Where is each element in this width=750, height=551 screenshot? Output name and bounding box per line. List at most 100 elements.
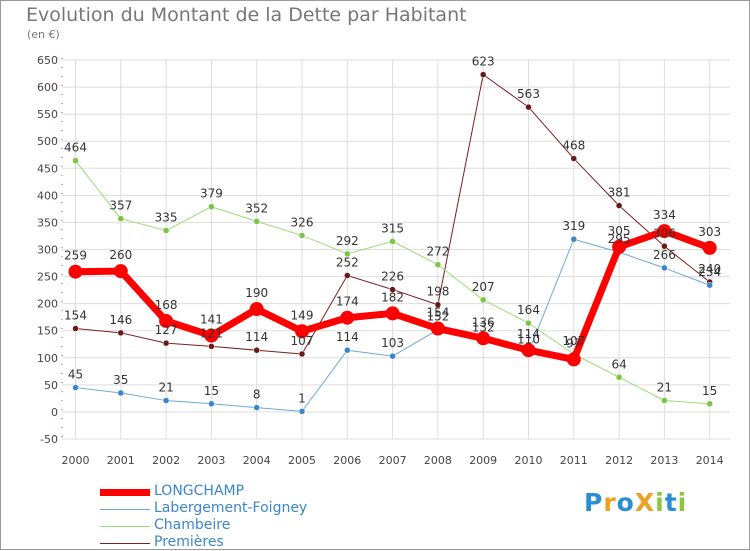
x-tick-label: 2010: [515, 454, 543, 467]
legend-item: Labergement-Foigney: [100, 500, 360, 517]
y-tick-label: -50: [40, 433, 58, 446]
data-point-premi-res: [344, 272, 351, 279]
data-label-chambeire: 315: [381, 221, 404, 235]
data-point-premi-res: [570, 155, 578, 162]
data-label-premi-res: 114: [245, 330, 268, 344]
data-point-premi-res: [162, 339, 170, 347]
data-point-labergement-foigney: [661, 264, 668, 272]
data-label-premi-res: 468: [562, 139, 585, 153]
chart-title: Evolution du Montant de la Dette par Hab…: [26, 4, 467, 26]
data-point-longchamp: [702, 240, 717, 255]
data-label-labergement-foigney: 295: [608, 232, 631, 246]
data-point-longchamp: [657, 224, 672, 239]
data-point-chambeire: [162, 227, 170, 234]
x-tick-label: 2003: [197, 454, 225, 467]
data-label-labergement-foigney: 132: [472, 320, 495, 334]
data-point-labergement-foigney: [253, 404, 260, 411]
data-label-premi-res: 623: [472, 55, 495, 69]
data-point-chambeire: [434, 261, 442, 268]
data-label-chambeire: 357: [109, 199, 132, 213]
data-label-chambeire: 335: [155, 211, 178, 225]
chart-unit-label: (en €): [27, 28, 60, 41]
data-label-longchamp: 305: [608, 224, 631, 238]
y-tick-label: 400: [37, 189, 58, 202]
data-point-premi-res: [208, 343, 215, 350]
data-label-longchamp: 190: [245, 286, 268, 300]
y-tick-label: 0: [51, 406, 58, 419]
data-point-chambeire: [661, 397, 668, 404]
data-point-labergement-foigney: [117, 389, 125, 397]
x-tick-label: 2005: [288, 454, 316, 467]
y-tick-label: 250: [37, 271, 58, 284]
data-point-longchamp: [385, 306, 400, 321]
legend-swatch: [100, 508, 150, 510]
data-label-premi-res: 563: [517, 87, 540, 101]
data-point-labergement-foigney: [389, 352, 396, 360]
data-point-labergement-foigney: [72, 384, 79, 391]
data-point-premi-res: [117, 329, 125, 337]
data-point-longchamp: [340, 310, 355, 325]
data-label-chambeire: 464: [64, 141, 87, 155]
data-point-labergement-foigney: [298, 408, 306, 415]
data-label-labergement-foigney: 8: [253, 388, 261, 402]
x-tick-label: 2001: [107, 454, 135, 467]
data-label-labergement-foigney: 110: [517, 332, 540, 346]
x-tick-label: 2006: [333, 454, 361, 467]
data-point-premi-res: [525, 103, 532, 111]
data-label-labergement-foigney: 103: [381, 336, 404, 350]
legend-label: Chambeire: [154, 517, 231, 533]
logo-letter: X: [634, 488, 656, 517]
data-point-labergement-foigney: [570, 235, 578, 243]
data-point-longchamp: [566, 352, 581, 367]
data-point-longchamp: [249, 302, 264, 317]
legend-item: Chambeire: [100, 517, 360, 534]
y-tick-label: 550: [37, 108, 58, 121]
data-label-longchamp: 260: [109, 248, 132, 262]
y-tick-label: 50: [44, 379, 58, 392]
data-point-premi-res: [389, 286, 396, 293]
data-label-longchamp: 149: [291, 308, 314, 322]
x-tick-label: 2014: [696, 454, 724, 467]
data-label-labergement-foigney: 21: [158, 381, 173, 395]
data-point-chambeire: [253, 218, 260, 225]
y-tick-label: 100: [37, 352, 58, 365]
y-tick-label: 300: [37, 244, 58, 257]
logo-letter: i: [655, 488, 665, 517]
data-point-longchamp: [204, 328, 219, 343]
legend-label: Premières: [154, 534, 224, 550]
x-tick-label: 2008: [424, 454, 452, 467]
x-tick-label: 2004: [243, 454, 271, 467]
data-label-chambeire: 326: [291, 215, 314, 229]
x-tick-label: 2011: [560, 454, 588, 467]
data-point-longchamp: [476, 331, 491, 346]
data-label-labergement-foigney: 35: [113, 373, 128, 387]
data-label-premi-res: 226: [381, 270, 404, 284]
data-label-chambeire: 21: [657, 381, 672, 395]
data-point-premi-res: [479, 71, 487, 78]
data-label-labergement-foigney: 114: [336, 330, 359, 344]
data-point-chambeire: [389, 238, 396, 245]
data-label-longchamp: 182: [381, 290, 404, 304]
data-point-chambeire: [479, 296, 487, 304]
data-label-premi-res: 381: [608, 186, 631, 200]
data-label-premi-res: 252: [336, 255, 359, 269]
data-label-labergement-foigney: 152: [426, 310, 449, 324]
data-label-chambeire: 64: [611, 357, 626, 371]
data-label-chambeire: 272: [426, 245, 449, 259]
data-point-longchamp: [159, 313, 174, 328]
data-point-longchamp: [521, 343, 536, 358]
data-point-chambeire: [706, 400, 713, 408]
data-label-premi-res: 107: [291, 334, 314, 348]
legend-item: LONGCHAMP: [100, 483, 360, 500]
data-label-longchamp: 136: [472, 315, 495, 329]
data-label-chambeire: 207: [472, 280, 495, 294]
data-label-premi-res: 198: [426, 285, 449, 299]
data-point-premi-res: [253, 346, 260, 354]
legend-swatch: [100, 488, 150, 496]
data-point-premi-res: [615, 202, 623, 209]
legend-item: Premières: [100, 534, 360, 551]
data-label-labergement-foigney: 45: [68, 368, 83, 382]
data-point-chambeire: [117, 215, 125, 222]
data-label-longchamp: 168: [155, 298, 178, 312]
data-point-labergement-foigney: [208, 400, 215, 408]
